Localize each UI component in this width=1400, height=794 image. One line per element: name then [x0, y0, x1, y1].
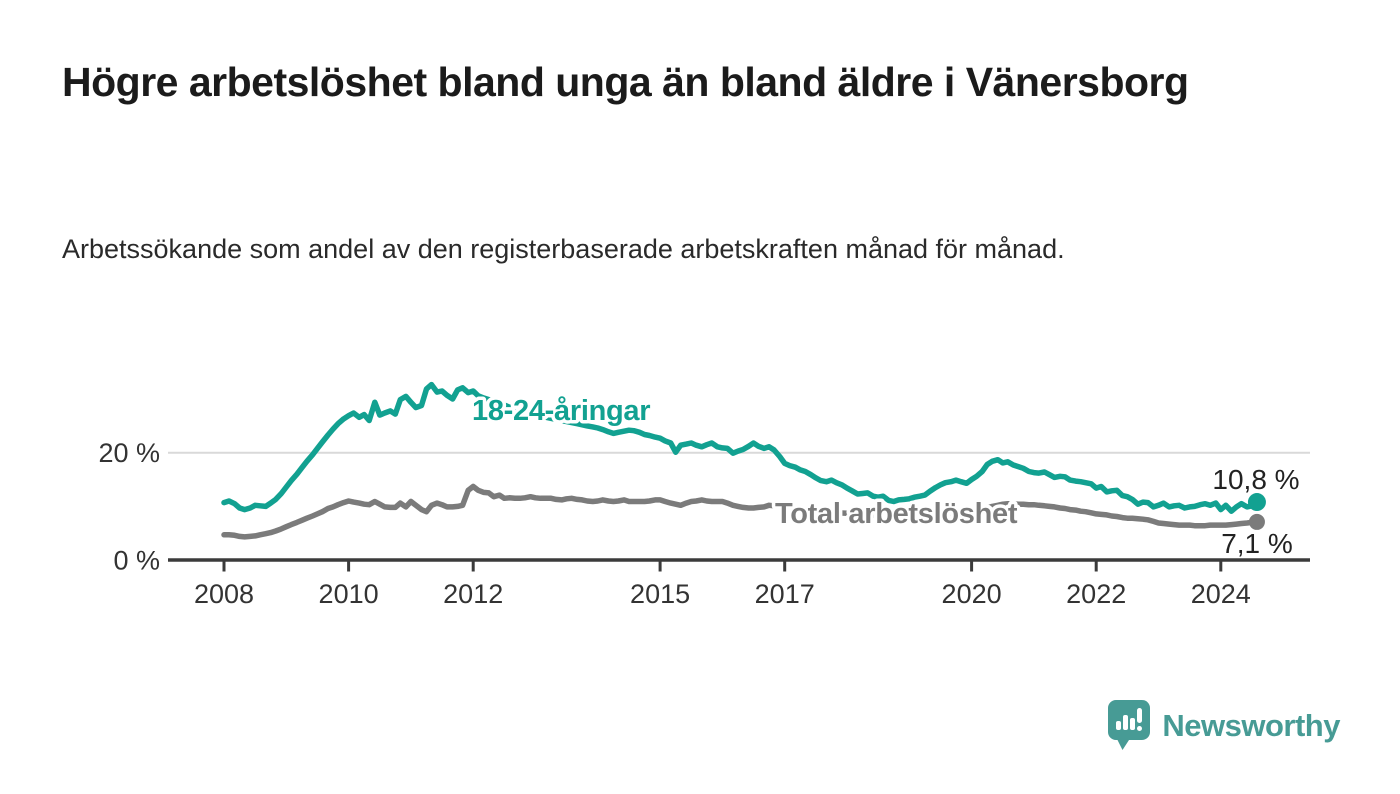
series-line-youth — [221, 381, 1260, 514]
series-label-total: Total arbetslöshet — [775, 498, 1018, 530]
end-value-label-youth: 10,8 % — [1212, 464, 1299, 495]
x-tick-label: 2012 — [443, 579, 503, 609]
brand-wordmark: Newsworthy — [1162, 707, 1340, 743]
y-tick-label: 0 % — [113, 546, 160, 576]
x-tick-label: 2020 — [942, 579, 1002, 609]
x-tick-label: 2010 — [319, 579, 379, 609]
x-tick-label: 2022 — [1066, 579, 1126, 609]
series-end-dot-youth — [1247, 493, 1266, 512]
x-tick-label: 2017 — [755, 579, 815, 609]
x-tick-label: 2008 — [194, 579, 254, 609]
series-label-youth: 18-24-åringar — [472, 395, 650, 427]
end-value-label-total: 7,1 % — [1221, 528, 1293, 559]
y-tick-label: 20 % — [98, 438, 160, 468]
series-line-total — [221, 483, 1260, 540]
chart-title: Högre arbetslöshet bland unga än bland ä… — [62, 59, 1189, 105]
x-tick-label: 2024 — [1191, 579, 1251, 609]
series-end-dot-total — [1248, 513, 1265, 530]
chart-subtitle: Arbetssökande som andel av den registerb… — [62, 234, 1065, 264]
x-tick-label: 2015 — [630, 579, 690, 609]
bar-chart-speech-bubble-icon — [1108, 700, 1151, 750]
newsworthy-logo: Newsworthy — [1107, 699, 1340, 752]
